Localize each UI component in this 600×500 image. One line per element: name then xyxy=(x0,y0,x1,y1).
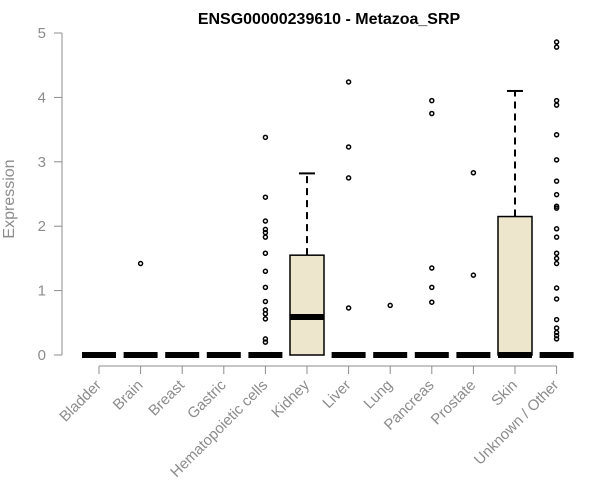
outlier-point xyxy=(553,255,560,262)
outlier-point xyxy=(429,265,435,271)
x-tick-label: Kidney xyxy=(268,376,313,421)
outlier-point xyxy=(429,110,435,117)
outlier-point xyxy=(553,296,560,302)
box-rect xyxy=(289,254,325,356)
outlier-point xyxy=(553,325,560,331)
box-kidney xyxy=(289,172,325,356)
outlier-point xyxy=(262,316,269,322)
outlier-point xyxy=(262,250,269,256)
outlier-point xyxy=(262,284,269,291)
outlier-point xyxy=(262,218,269,224)
y-tick-label: 3 xyxy=(38,154,46,171)
outlier-point xyxy=(345,79,352,85)
x-tick-label: Liver xyxy=(319,377,354,412)
y-axis-label: Expression xyxy=(1,159,18,238)
outlier-point xyxy=(262,234,269,240)
outlier-point xyxy=(262,311,269,317)
outlier-point xyxy=(553,285,560,291)
outlier-point xyxy=(553,102,560,108)
outlier-point xyxy=(429,97,435,104)
outlier-point xyxy=(553,132,560,138)
outlier-point xyxy=(553,329,560,336)
y-tick-label: 2 xyxy=(38,218,46,235)
y-tick-label: 5 xyxy=(38,25,46,42)
outlier-point xyxy=(470,272,477,278)
outlier-point xyxy=(553,234,560,240)
outlier-point xyxy=(262,229,269,236)
outlier-point xyxy=(137,260,144,267)
outlier-point xyxy=(553,332,560,339)
outlier-point xyxy=(553,250,560,256)
outlier-point xyxy=(553,260,560,267)
x-tick-label: Skin xyxy=(488,377,521,410)
x-tick-label: Prostate xyxy=(428,377,480,429)
outlier-point xyxy=(262,268,269,275)
outlier-point xyxy=(262,194,269,200)
outlier-point xyxy=(262,336,269,342)
outlier-point xyxy=(262,298,269,305)
outlier-point xyxy=(345,175,352,181)
outlier-point xyxy=(345,305,352,311)
outlier-point xyxy=(553,97,560,104)
outlier-point xyxy=(262,134,269,141)
outlier-point xyxy=(553,205,560,211)
x-tick-label: Brain xyxy=(110,377,147,414)
y-tick-label: 4 xyxy=(38,89,46,106)
outlier-point xyxy=(553,39,560,45)
x-tick-label: Bladder xyxy=(56,377,105,426)
outlier-point xyxy=(553,157,560,163)
y-axis: 0 1 2 3 4 5 xyxy=(38,25,63,364)
outlier-point xyxy=(553,44,560,50)
outlier-point xyxy=(387,302,393,309)
x-tick-label: Lung xyxy=(360,377,396,413)
outlier-point xyxy=(262,226,269,233)
outliers-layer xyxy=(137,39,560,345)
box-skin xyxy=(497,89,533,358)
x-tick-label: Breast xyxy=(145,376,188,419)
outlier-point xyxy=(553,191,560,198)
outlier-point xyxy=(553,226,560,232)
outlier-point xyxy=(429,284,435,291)
outlier-point xyxy=(553,336,560,342)
outlier-point xyxy=(345,144,352,150)
chart-title: ENSG00000239610 - Metazoa_SRP xyxy=(198,11,461,28)
outlier-point xyxy=(553,203,560,209)
outlier-point xyxy=(429,299,435,305)
y-tick-label: 0 xyxy=(38,347,46,364)
outlier-point xyxy=(470,169,477,176)
outlier-point xyxy=(553,316,560,323)
outlier-point xyxy=(262,339,269,345)
outlier-point xyxy=(553,178,560,184)
boxes-layer xyxy=(82,89,574,358)
box-rect xyxy=(497,215,533,356)
y-tick-label: 1 xyxy=(38,283,46,300)
